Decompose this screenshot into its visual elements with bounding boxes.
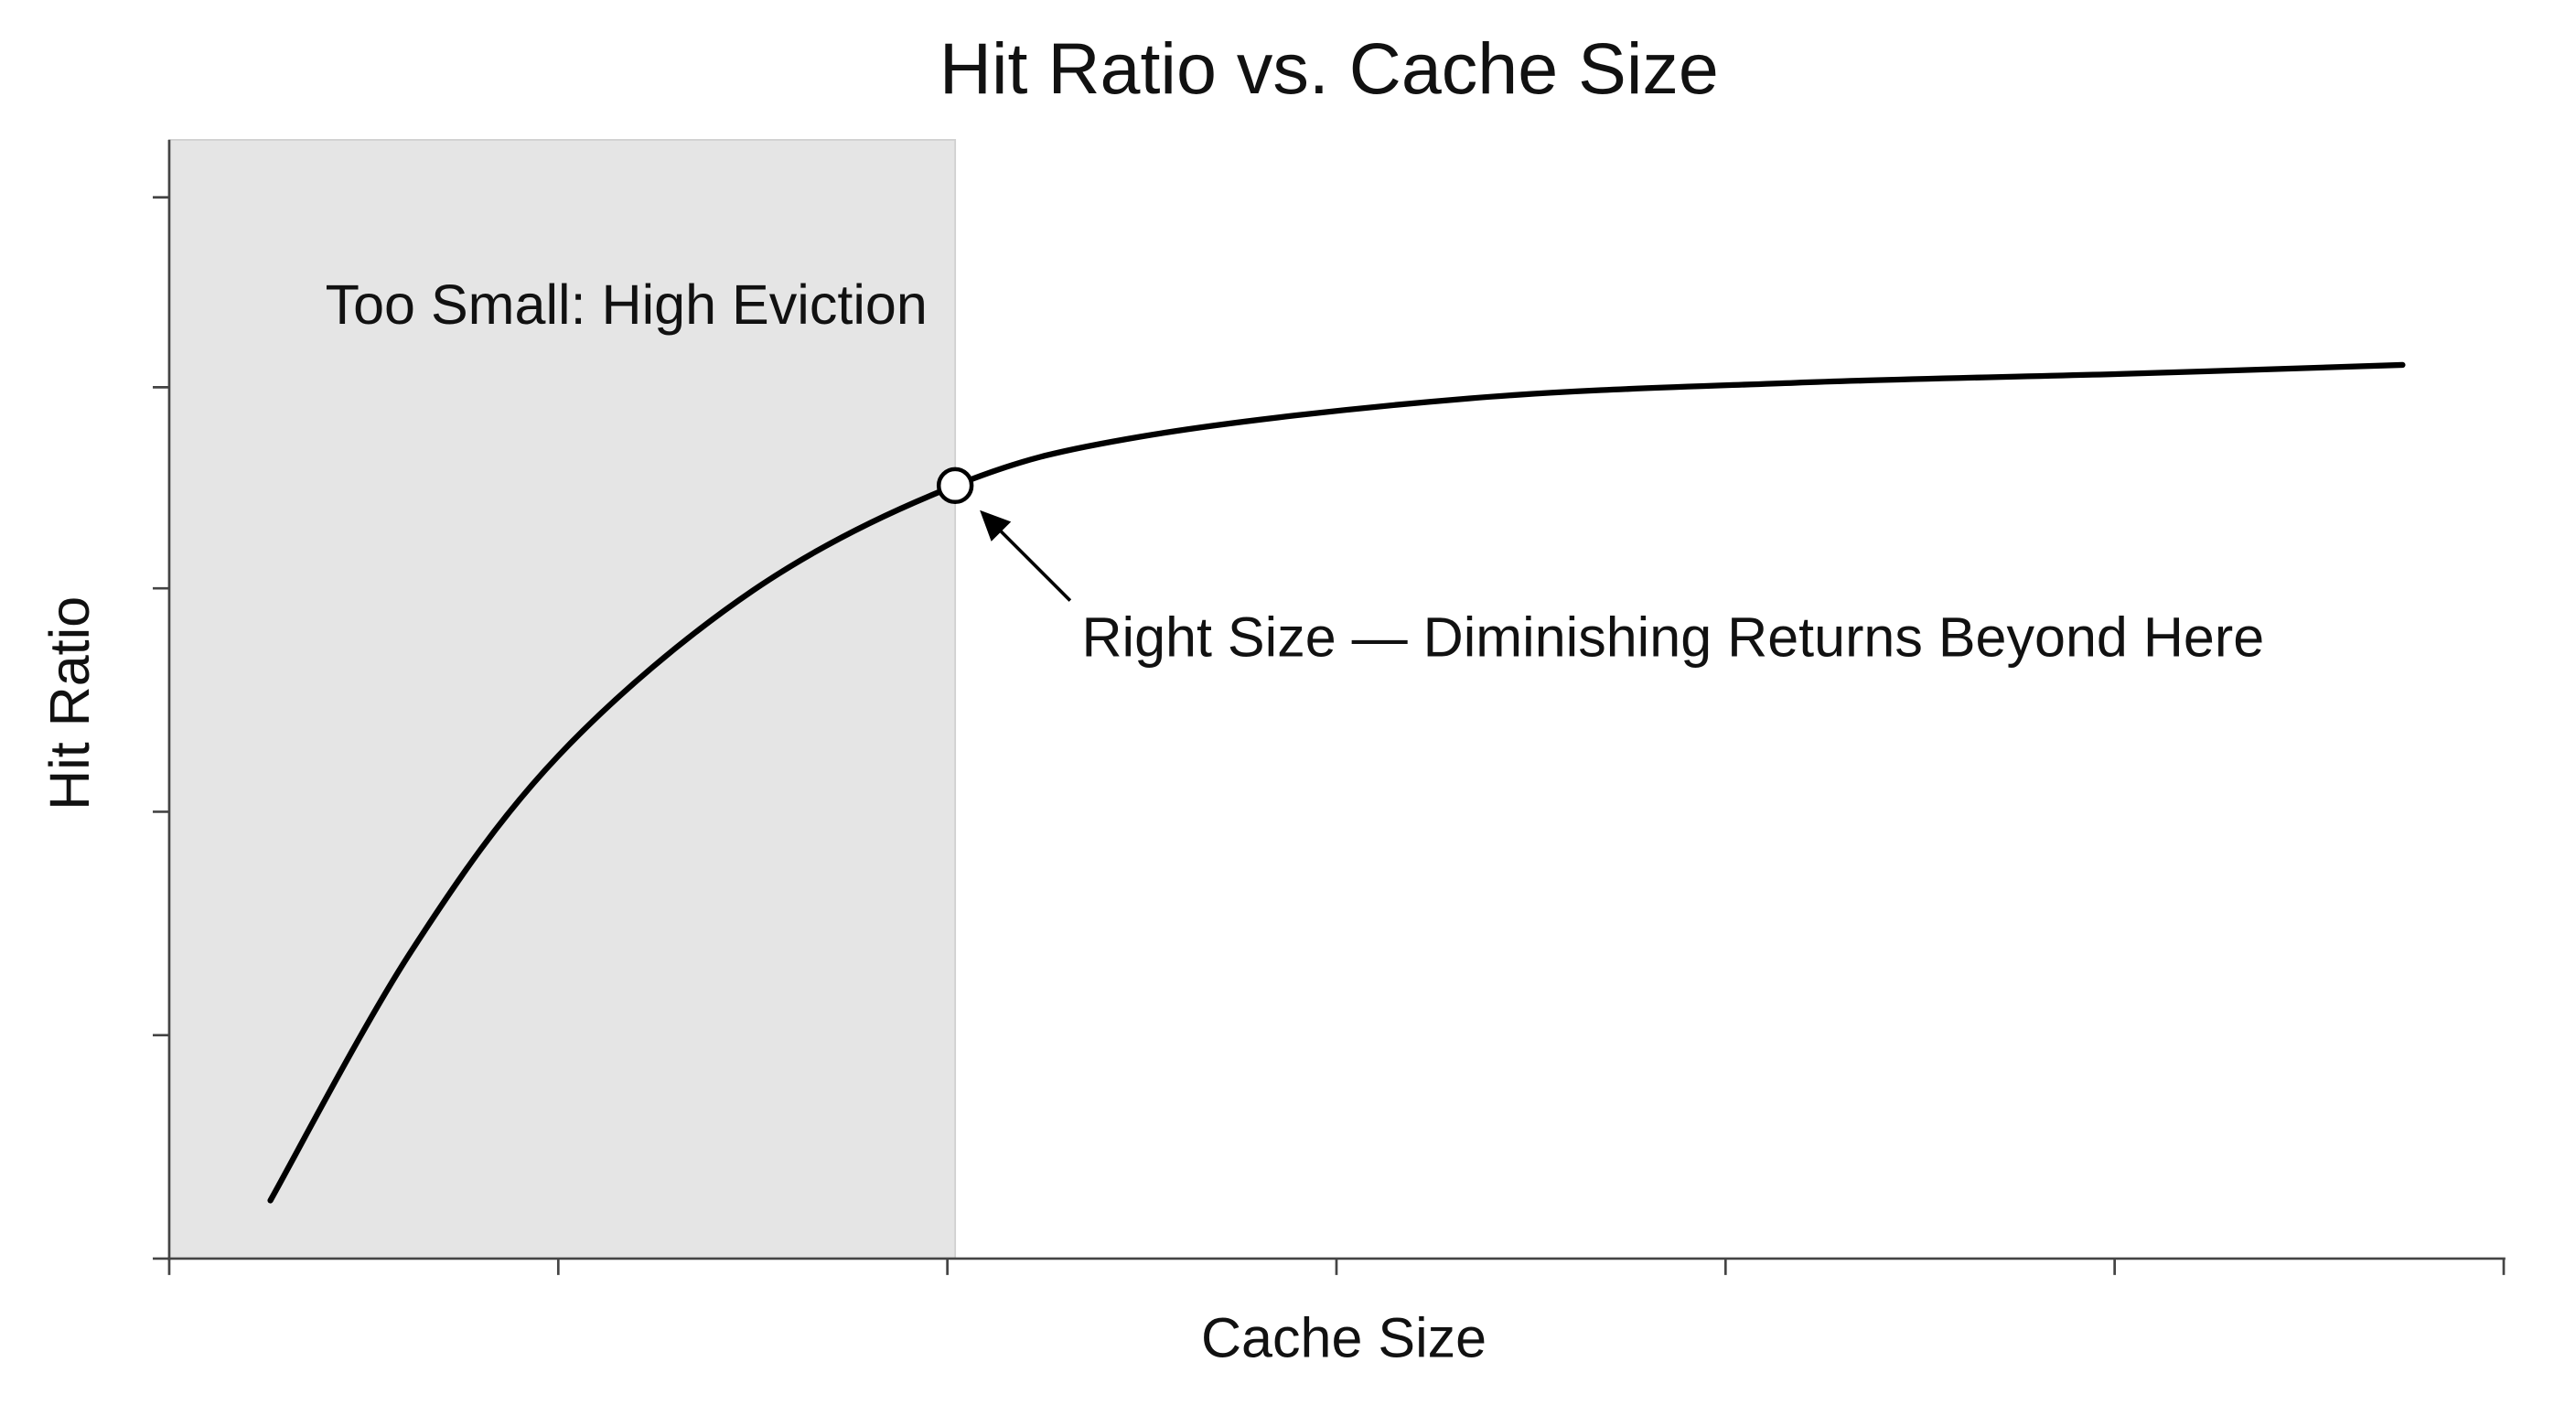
curve (267, 361, 2406, 1204)
annotation-text: Right Size — Diminishing Returns Beyond … (1081, 606, 2264, 669)
highlight-point (936, 467, 974, 505)
region-label: Too Small: High Eviction (326, 273, 928, 336)
y-axis-label: Hit Ratio (38, 596, 101, 810)
arrow-shaft (986, 517, 1072, 602)
arrow-head (980, 509, 1012, 542)
chart-title: Hit Ratio vs. Cache Size (939, 27, 1719, 109)
background-layer (168, 138, 957, 1260)
x-axis-label: Cache Size (1201, 1307, 1487, 1369)
shaded-region (168, 138, 957, 1260)
